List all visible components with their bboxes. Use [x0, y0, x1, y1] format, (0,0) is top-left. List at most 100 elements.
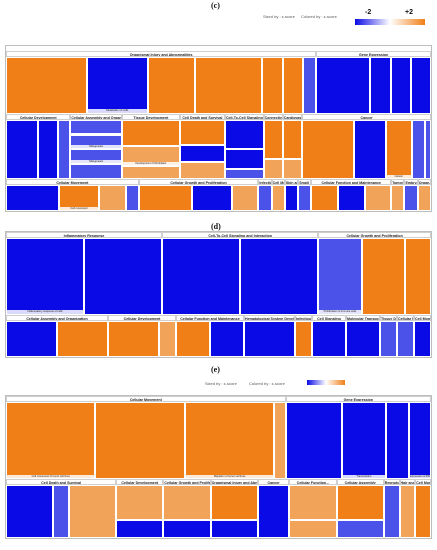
- treemap-c-tile[interactable]: [316, 57, 371, 114]
- treemap-c-group-header[interactable]: Connective Tissue Develo...: [263, 113, 283, 120]
- treemap-d-tile[interactable]: [240, 238, 319, 315]
- treemap-c-tile[interactable]: Cancer: [385, 119, 412, 180]
- treemap-c-tile[interactable]: [121, 165, 180, 180]
- treemap-c-tile[interactable]: [57, 119, 71, 180]
- treemap-e-group-header[interactable]: Cell Morphology: [415, 479, 431, 485]
- treemap-e-group-header[interactable]: Reproductive Syst...: [383, 479, 400, 485]
- treemap-c-tile[interactable]: [370, 57, 391, 114]
- treemap-d-group-header[interactable]: Cell Morphology: [414, 314, 431, 321]
- treemap-d-group-header[interactable]: Cellular Assembly and Organization: [6, 314, 108, 321]
- treemap-d-tile[interactable]: [361, 238, 405, 315]
- treemap-c-tile[interactable]: [224, 149, 264, 170]
- treemap-e-tile[interactable]: [116, 520, 164, 538]
- treemap-c-tile[interactable]: [282, 159, 303, 180]
- treemap-d-tile[interactable]: [404, 238, 431, 315]
- treemap-c-tile[interactable]: [121, 119, 180, 147]
- treemap-c-group-header[interactable]: Tumor Morpho...: [391, 179, 405, 186]
- treemap-d-group-header[interactable]: Tissue Development: [380, 314, 397, 321]
- treemap-c-tile[interactable]: [338, 185, 365, 211]
- treemap-c-tile[interactable]: [224, 119, 264, 150]
- treemap-e-tile[interactable]: [210, 485, 258, 521]
- treemap-c-tile[interactable]: [282, 119, 303, 160]
- treemap-c-group-header[interactable]: Cellular Function and Maintenance: [311, 179, 392, 186]
- treemap-c-group-header[interactable]: Organismal Injury and Abnormalities: [6, 51, 317, 57]
- treemap-d-tile[interactable]: [346, 320, 380, 357]
- treemap-c-group-header[interactable]: Cardiovascular Syst...: [282, 113, 303, 120]
- treemap-c-group-header[interactable]: Embry...: [404, 179, 418, 186]
- treemap-c-tile[interactable]: [38, 119, 58, 180]
- treemap-e-tile[interactable]: [399, 485, 416, 538]
- treemap-c-group-header[interactable]: Gene Expression: [316, 51, 431, 57]
- treemap-e-tile[interactable]: [257, 485, 290, 538]
- treemap-e-tile[interactable]: Transcription: [341, 402, 387, 479]
- treemap-c-tile[interactable]: Metabolism of cells: [86, 57, 148, 114]
- treemap-c-group-header[interactable]: Organ...: [417, 179, 431, 186]
- treemap-e-group-header[interactable]: Cellular Function...: [289, 479, 337, 485]
- treemap-c-tile[interactable]: [194, 57, 263, 114]
- treemap-c-group-header[interactable]: Cell-To-Cell Signaling and Interaction: [224, 113, 264, 120]
- treemap-d-group-header[interactable]: Cellular Movement: [397, 314, 414, 321]
- treemap-e-tile[interactable]: [95, 402, 185, 479]
- treemap-c-tile[interactable]: [263, 119, 283, 160]
- treemap-e-tile[interactable]: [383, 485, 400, 538]
- treemap-e-group-header[interactable]: Cellular Movement: [6, 396, 286, 402]
- treemap-c-tile[interactable]: [231, 185, 259, 211]
- treemap-c-tile[interactable]: Mitogenesis: [70, 149, 122, 165]
- treemap-d-group-header[interactable]: Cellular Growth and Proliferation: [318, 232, 431, 238]
- treemap-e-tile[interactable]: [274, 402, 286, 479]
- treemap-d-tile[interactable]: [162, 238, 241, 315]
- treemap-c-tile[interactable]: [70, 119, 122, 135]
- treemap-d-group-header[interactable]: Cellular Function and Maintenance: [176, 314, 244, 321]
- treemap-c-tile[interactable]: [391, 185, 405, 211]
- treemap-c-tile[interactable]: [262, 57, 283, 114]
- treemap-c-tile[interactable]: [298, 185, 312, 211]
- treemap-e-tile[interactable]: [415, 485, 431, 538]
- treemap-e-tile[interactable]: Expression of RNA: [408, 402, 431, 479]
- treemap-e-group-header[interactable]: Cancer: [257, 479, 290, 485]
- treemap-d-tile[interactable]: [397, 320, 414, 357]
- treemap-c-tile[interactable]: [353, 119, 386, 180]
- treemap-e-tile[interactable]: [336, 520, 384, 538]
- treemap-c-tile[interactable]: [417, 185, 431, 211]
- treemap-c-group-header[interactable]: Cell Death and Survival: [179, 113, 225, 120]
- treemap-c-tile[interactable]: [6, 185, 60, 211]
- treemap-d-group-header[interactable]: Cell-To-Cell Signaling and Interaction: [162, 232, 319, 238]
- treemap-e-tile[interactable]: [116, 485, 164, 521]
- treemap-d-tile[interactable]: [84, 238, 163, 315]
- treemap-e-group-header[interactable]: Gene Expression: [285, 396, 431, 402]
- treemap-c-group-header[interactable]: Tissue Development: [121, 113, 180, 120]
- treemap-c-tile[interactable]: [263, 159, 283, 180]
- treemap-e-tile[interactable]: [6, 485, 54, 538]
- treemap-c-group-header[interactable]: Small Molec...: [298, 179, 312, 186]
- treemap-c-tile[interactable]: [411, 119, 425, 180]
- treemap-e-tile[interactable]: [289, 485, 337, 521]
- treemap-c-group-header[interactable]: Cancer: [302, 113, 431, 120]
- treemap-e-tile[interactable]: Migration of tumor cell lines: [184, 402, 275, 479]
- treemap-d-group-header[interactable]: Inflammatory Response: [6, 232, 163, 238]
- treemap-c-tile[interactable]: [302, 119, 354, 180]
- treemap-c-group-header[interactable]: Cellular Growth and Proliferation: [138, 179, 259, 186]
- treemap-c-tile[interactable]: [70, 164, 122, 180]
- treemap-c-tile[interactable]: [271, 185, 285, 211]
- treemap-c-group-header[interactable]: Skin and Ske...: [284, 179, 299, 186]
- treemap-e-tile[interactable]: [285, 402, 342, 479]
- treemap-d-tile[interactable]: [414, 320, 431, 357]
- treemap-d-tile[interactable]: [6, 320, 57, 357]
- treemap-d-tile[interactable]: [210, 320, 244, 357]
- treemap-e-tile[interactable]: [336, 485, 384, 521]
- treemap-d-group-header[interactable]: Hematological System Development and Fun…: [244, 314, 295, 321]
- treemap-d-tile[interactable]: [57, 320, 108, 357]
- treemap-d-group-header[interactable]: Infectious and Skeletal Remodeling: [295, 314, 312, 321]
- treemap-c-tile[interactable]: [390, 57, 411, 114]
- treemap-d-tile[interactable]: [176, 320, 210, 357]
- treemap-c-tile[interactable]: [282, 57, 303, 114]
- treemap-c-tile[interactable]: [6, 119, 39, 180]
- treemap-c-tile[interactable]: [302, 57, 317, 114]
- treemap-c-tile[interactable]: [364, 185, 392, 211]
- treemap-d-tile[interactable]: [295, 320, 312, 357]
- treemap-e-tile[interactable]: [53, 485, 69, 538]
- treemap-e-group-header[interactable]: Cell Death and Survival: [6, 479, 117, 485]
- treemap-c-tile[interactable]: [404, 185, 418, 211]
- treemap-d-group-header[interactable]: Cellular Development: [108, 314, 176, 321]
- treemap-d-tile[interactable]: Inflammatory response of cells: [6, 238, 85, 315]
